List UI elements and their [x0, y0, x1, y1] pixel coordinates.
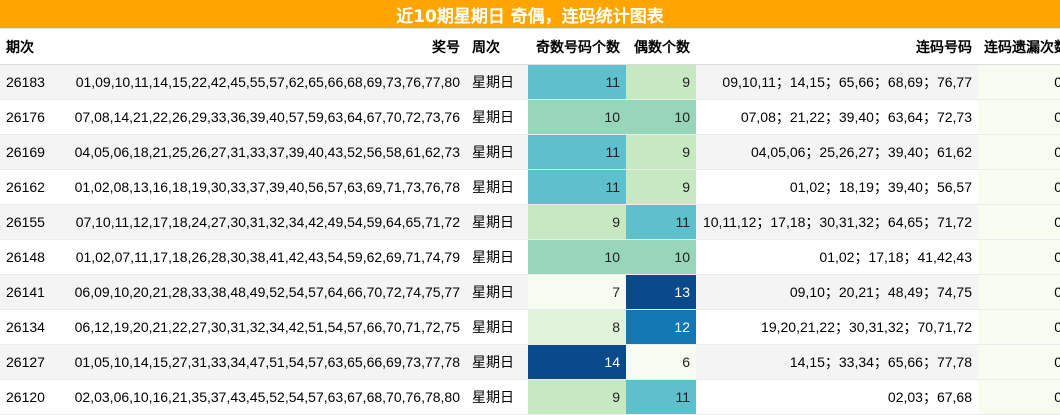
table-row: 26176 07,08,14,21,22,26,29,33,36,39,40,57…: [0, 99, 1060, 135]
table-row: 26134 06,12,19,20,21,22,27,30,31,32,34,42…: [0, 309, 1060, 345]
cell-odd-count: 10: [528, 99, 626, 135]
cell-missing: 0: [978, 379, 1060, 415]
cell-weekday: 星期日: [466, 344, 528, 380]
cell-missing: 0: [978, 239, 1060, 275]
stats-table: 期次 奖号 周次 奇数号码个数 偶数个数 连码号码 连码遗漏次数 26183 01…: [0, 30, 1060, 415]
cell-missing: 0: [978, 274, 1060, 310]
cell-numbers: 01,09,10,11,14,15,22,42,45,55,57,62,65,6…: [60, 64, 466, 100]
cell-connected: 14,15；33,34；65,66；77,78: [696, 344, 978, 380]
header-row: 期次 奖号 周次 奇数号码个数 偶数个数 连码号码 连码遗漏次数: [0, 30, 1060, 65]
cell-even-count: 6: [626, 344, 696, 380]
cell-odd-count: 7: [528, 274, 626, 310]
cell-issue: 26183: [0, 64, 60, 100]
table-row: 26183 01,09,10,11,14,15,22,42,45,55,57,62…: [0, 64, 1060, 100]
table-row: 26169 04,05,06,18,21,25,26,27,31,33,37,39…: [0, 134, 1060, 170]
cell-weekday: 星期日: [466, 309, 528, 345]
cell-connected: 02,03；67,68: [696, 379, 978, 415]
cell-even-count: 12: [626, 309, 696, 345]
header-missing: 连码遗漏次数: [978, 30, 1060, 65]
table-body: 26183 01,09,10,11,14,15,22,42,45,55,57,62…: [0, 64, 1060, 415]
cell-connected: 01,02；18,19；39,40；56,57: [696, 169, 978, 205]
cell-odd-count: 9: [528, 379, 626, 415]
table-row: 26141 06,09,10,20,21,28,33,38,48,49,52,54…: [0, 274, 1060, 310]
cell-numbers: 04,05,06,18,21,25,26,27,31,33,37,39,40,4…: [60, 134, 466, 170]
cell-even-count: 13: [626, 274, 696, 310]
header-even-count: 偶数个数: [626, 30, 696, 65]
cell-even-count: 9: [626, 134, 696, 170]
cell-odd-count: 9: [528, 204, 626, 240]
cell-issue: 26120: [0, 379, 60, 415]
cell-missing: 0: [978, 99, 1060, 135]
table-row: 26155 07,10,11,12,17,18,24,27,30,31,32,34…: [0, 204, 1060, 240]
cell-weekday: 星期日: [466, 204, 528, 240]
table-row: 26120 02,03,06,10,16,21,35,37,43,45,52,54…: [0, 379, 1060, 415]
cell-numbers: 01,02,07,11,17,18,26,28,30,38,41,42,43,5…: [60, 239, 466, 275]
cell-even-count: 9: [626, 169, 696, 205]
header-odd-count: 奇数号码个数: [528, 30, 626, 65]
cell-issue: 26148: [0, 239, 60, 275]
cell-connected: 19,20,21,22；30,31,32；70,71,72: [696, 309, 978, 345]
cell-even-count: 10: [626, 239, 696, 275]
table-row: 26148 01,02,07,11,17,18,26,28,30,38,41,42…: [0, 239, 1060, 275]
cell-odd-count: 11: [528, 64, 626, 100]
cell-weekday: 星期日: [466, 99, 528, 135]
cell-numbers: 02,03,06,10,16,21,35,37,43,45,52,54,57,6…: [60, 379, 466, 415]
cell-even-count: 10: [626, 99, 696, 135]
header-numbers: 奖号: [60, 30, 466, 65]
cell-missing: 0: [978, 64, 1060, 100]
cell-issue: 26134: [0, 309, 60, 345]
cell-weekday: 星期日: [466, 239, 528, 275]
cell-weekday: 星期日: [466, 64, 528, 100]
cell-even-count: 9: [626, 64, 696, 100]
cell-weekday: 星期日: [466, 169, 528, 205]
cell-numbers: 06,12,19,20,21,22,27,30,31,32,34,42,51,5…: [60, 309, 466, 345]
header-issue: 期次: [0, 30, 60, 65]
cell-odd-count: 8: [528, 309, 626, 345]
cell-issue: 26176: [0, 99, 60, 135]
cell-numbers: 07,10,11,12,17,18,24,27,30,31,32,34,42,4…: [60, 204, 466, 240]
cell-weekday: 星期日: [466, 379, 528, 415]
cell-weekday: 星期日: [466, 274, 528, 310]
table-row: 26127 01,05,10,14,15,27,31,33,34,47,51,54…: [0, 344, 1060, 380]
cell-numbers: 06,09,10,20,21,28,33,38,48,49,52,54,57,6…: [60, 274, 466, 310]
cell-connected: 07,08；21,22；39,40；63,64；72,73: [696, 99, 978, 135]
cell-missing: 0: [978, 134, 1060, 170]
cell-issue: 26155: [0, 204, 60, 240]
cell-connected: 09,10；20,21；48,49；74,75: [696, 274, 978, 310]
chart-title: 近10期星期日 奇偶，连码统计图表: [0, 0, 1060, 29]
cell-missing: 0: [978, 169, 1060, 205]
cell-missing: 0: [978, 309, 1060, 345]
cell-odd-count: 11: [528, 134, 626, 170]
header-weekday: 周次: [466, 30, 528, 65]
cell-connected: 01,02；17,18；41,42,43: [696, 239, 978, 275]
cell-even-count: 11: [626, 204, 696, 240]
cell-odd-count: 10: [528, 239, 626, 275]
cell-connected: 10,11,12；17,18；30,31,32；64,65；71,72: [696, 204, 978, 240]
cell-weekday: 星期日: [466, 134, 528, 170]
cell-connected: 04,05,06；25,26,27；39,40；61,62: [696, 134, 978, 170]
cell-even-count: 11: [626, 379, 696, 415]
cell-numbers: 01,02,08,13,16,18,19,30,33,37,39,40,56,5…: [60, 169, 466, 205]
cell-odd-count: 14: [528, 344, 626, 380]
cell-odd-count: 11: [528, 169, 626, 205]
cell-missing: 0: [978, 204, 1060, 240]
cell-issue: 26162: [0, 169, 60, 205]
table-row: 26162 01,02,08,13,16,18,19,30,33,37,39,40…: [0, 169, 1060, 205]
cell-issue: 26169: [0, 134, 60, 170]
cell-missing: 0: [978, 344, 1060, 380]
cell-issue: 26127: [0, 344, 60, 380]
cell-numbers: 07,08,14,21,22,26,29,33,36,39,40,57,59,6…: [60, 99, 466, 135]
cell-issue: 26141: [0, 274, 60, 310]
cell-connected: 09,10,11；14,15；65,66；68,69；76,77: [696, 64, 978, 100]
header-connected: 连码号码: [696, 30, 978, 65]
cell-numbers: 01,05,10,14,15,27,31,33,34,47,51,54,57,6…: [60, 344, 466, 380]
